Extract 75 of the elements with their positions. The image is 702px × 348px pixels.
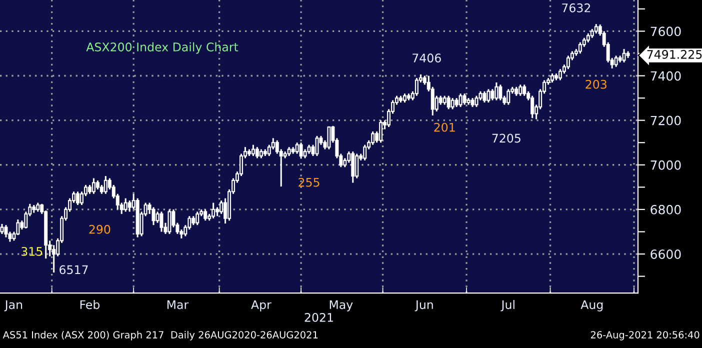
x-tick-label: Apr <box>251 300 272 312</box>
candlestick <box>518 84 522 97</box>
x-tick-label: Aug <box>580 300 603 312</box>
annotation: 315 <box>22 246 42 256</box>
y-tick-label: 7200 <box>650 116 681 126</box>
candlestick <box>156 210 160 224</box>
candlestick <box>371 130 375 146</box>
candlestick <box>622 48 626 64</box>
candlestick <box>92 177 96 195</box>
candlestick <box>251 144 255 157</box>
candlestick <box>414 77 418 97</box>
candlestick <box>474 95 478 108</box>
text: AS51 Index (ASX 200) Graph 217 Daily 26AUG2020-26AUG2021 <box>2 330 318 340</box>
y-tick-label: 7400 <box>650 71 681 81</box>
annotation: 201 <box>434 122 455 132</box>
candlestick <box>446 95 450 110</box>
candlestick <box>168 208 172 235</box>
candlestick <box>351 150 355 184</box>
candlestick <box>363 144 367 162</box>
candlestick <box>128 200 132 212</box>
annotation: 7632 <box>562 3 590 12</box>
x-tick-label: Feb <box>80 300 100 310</box>
x-tick-label: Jun <box>414 300 433 312</box>
x-tick-label: Jul <box>500 300 514 312</box>
candlestick <box>104 175 108 195</box>
candlestick <box>220 200 224 215</box>
text: 26-Aug-2021 20:56:40 <box>590 331 700 340</box>
annotation: 255 <box>298 178 320 187</box>
candlestick <box>160 210 164 233</box>
candlestick <box>614 54 618 68</box>
candlestick <box>299 142 303 159</box>
candlestick <box>204 208 208 222</box>
annotation: 7205 <box>492 134 520 143</box>
x-tick-label: Mar <box>167 300 189 310</box>
y-tick-label: 6600 <box>650 249 681 259</box>
candlestick <box>196 210 200 226</box>
candlestick <box>450 97 454 110</box>
candlestick <box>490 88 494 102</box>
candlestick <box>212 202 216 220</box>
annotation: 290 <box>89 224 110 234</box>
x-tick-label: Jan <box>4 300 22 312</box>
y-tick-label: 7000 <box>650 160 681 170</box>
candlestick <box>124 198 128 212</box>
x-tick-label: May <box>330 300 353 312</box>
candlestick <box>379 120 383 144</box>
candlestick <box>494 82 498 102</box>
candlestick <box>152 206 156 226</box>
candlestick <box>506 88 510 106</box>
y-tick-label: 6800 <box>650 204 681 214</box>
candlestick <box>295 142 299 155</box>
candlestick <box>486 88 490 104</box>
candlestick <box>558 68 562 81</box>
candlestick <box>578 42 582 54</box>
candlestick <box>315 135 319 157</box>
candlestick <box>4 224 8 238</box>
text: 7491.225 <box>647 50 702 59</box>
candlestick <box>355 152 359 180</box>
x-axis-title: 2021 <box>304 312 333 322</box>
text: ASX200 Index Daily Chart <box>86 42 238 54</box>
candlestick <box>76 190 80 206</box>
candlestick <box>52 244 56 274</box>
candlestick <box>566 54 570 70</box>
annotation: 6517 <box>60 265 88 274</box>
candlestick <box>327 126 331 150</box>
candlestick <box>530 95 534 119</box>
y-tick-label: 7600 <box>650 26 681 36</box>
candlestick <box>458 92 462 108</box>
candlestick <box>498 84 502 102</box>
annotation: 203 <box>586 80 606 89</box>
annotation: 7406 <box>412 54 441 62</box>
candlestick <box>482 90 486 104</box>
candlestick <box>462 92 466 106</box>
candlestick <box>522 84 526 97</box>
candlestick <box>255 146 259 159</box>
candlestick <box>594 23 598 34</box>
